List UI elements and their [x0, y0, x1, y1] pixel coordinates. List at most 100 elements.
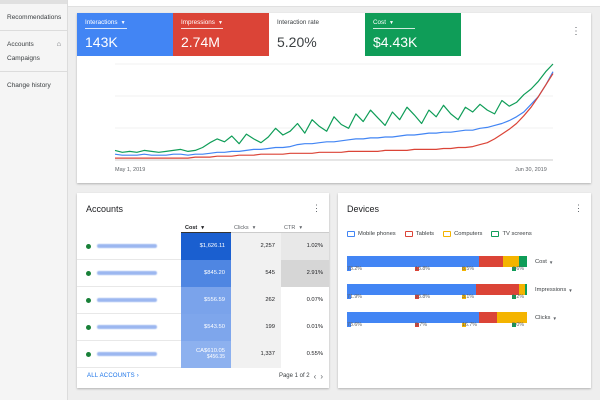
dropdown-caret-icon: ▼ [388, 19, 394, 26]
sidebar-item-label: Accounts [7, 40, 34, 48]
bar-segment [479, 312, 497, 323]
percent-value: 3.1% [462, 294, 475, 300]
sidebar-item-label: Change history [7, 81, 51, 89]
account-name-link[interactable] [97, 352, 157, 356]
sidebar-item-label: Recommendations [7, 13, 62, 21]
table-row: $556.59 262 0.07% [77, 286, 329, 314]
metric-dropdown-label: Impressions [535, 287, 567, 293]
percent-value: 71.9% [347, 294, 363, 300]
legend-label: Mobile phones [358, 231, 396, 237]
pagination: Page 1 of 2 ‹ › [279, 372, 329, 381]
bar-percent-labels: 73.6% 9.7% 16.7% 0.0% [347, 322, 527, 332]
legend-swatch-icon [462, 267, 466, 271]
table-row: $543.50 199 0.01% [77, 313, 329, 341]
accounts-table: Cost ▾ Clicks ▾ CTR ▾ $1,626.11 2,257 1.02% $8… [77, 223, 329, 368]
percent-value: 4.6% [512, 266, 525, 272]
metric-dropdown-label: Clicks [535, 315, 551, 321]
header-label: Cost [185, 224, 198, 231]
bar-segment [347, 256, 479, 267]
sidebar-item-campaigns[interactable]: Campaigns [0, 51, 67, 65]
metric-dropdown[interactable]: Cost ▼ [535, 259, 553, 265]
metric-dropdown-label: Cost [535, 259, 547, 265]
percent-value: 0.0% [512, 322, 525, 328]
cost-value: $543.50 [204, 324, 225, 330]
percent-value: 13.8% [415, 266, 431, 272]
metric-dropdown[interactable]: Impressions ▼ [535, 287, 573, 293]
legend-swatch-icon [347, 267, 351, 271]
header-label: Clicks [234, 224, 249, 231]
cost-cell: $1,626.11 [181, 232, 231, 260]
ctr-cell: 0.55% [281, 340, 329, 368]
sidebar-item-accounts[interactable]: Accounts ⌂ [0, 37, 67, 51]
metric-tile-interaction-rate[interactable]: Interaction rate 5.20% [269, 13, 365, 56]
legend-swatch-icon [512, 295, 516, 299]
dropdown-underline [85, 28, 127, 29]
status-dot-icon [86, 351, 91, 357]
x-axis-start-label: May 1, 2019 [115, 167, 146, 173]
left-sidebar: Recommendations Accounts ⌂ Campaigns Cha… [0, 0, 68, 400]
bar-segment [519, 284, 525, 295]
cost-value: $845.20 [204, 270, 225, 276]
legend-label: Computers [454, 231, 483, 237]
cost-value: $556.59 [204, 297, 225, 303]
sidebar-item-recommendations[interactable]: Recommendations [0, 10, 67, 24]
account-name-link[interactable] [97, 244, 157, 248]
metric-tile-cost[interactable]: Cost ▼ $4.43K [365, 13, 461, 56]
all-accounts-link[interactable]: ALL ACCOUNTS › [77, 373, 139, 379]
more-options-icon[interactable]: ⋮ [312, 203, 321, 213]
legend-swatch-icon [347, 323, 351, 327]
legend-swatch-icon [415, 323, 419, 327]
bar-segment [347, 284, 477, 295]
metric-label: Interaction rate [277, 19, 320, 26]
device-icon [347, 231, 355, 237]
metric-selector[interactable]: Interactions ▼ [85, 19, 165, 26]
percent-value: 73.2% [347, 266, 363, 272]
account-name-cell [77, 324, 181, 330]
bar-segment [476, 284, 520, 295]
account-name-link[interactable] [97, 271, 157, 275]
column-header-cost[interactable]: Cost ▾ [181, 223, 231, 233]
account-name-link[interactable] [97, 298, 157, 302]
metric-label: Interactions [85, 19, 118, 26]
link-label: ALL ACCOUNTS [87, 373, 135, 379]
more-options-icon[interactable]: ⋮ [574, 203, 583, 213]
legend-swatch-icon [512, 323, 516, 327]
metric-selector[interactable]: Impressions ▼ [181, 19, 261, 26]
sort-caret-icon: ▾ [201, 224, 204, 231]
previous-page-button[interactable]: ‹ [313, 371, 317, 381]
legend-swatch-icon [462, 323, 466, 327]
performance-line-chart [114, 63, 554, 161]
metric-tiles: Interactions ▼ 143K Impressions ▼ 2.74M In… [77, 13, 591, 56]
metric-tile-impressions[interactable]: Impressions ▼ 2.74M [173, 13, 269, 56]
column-header-ctr[interactable]: CTR ▾ [281, 223, 329, 233]
metric-tile-interactions[interactable]: Interactions ▼ 143K [77, 13, 173, 56]
percent-value: 1.2% [512, 294, 525, 300]
account-name-cell [77, 297, 181, 303]
metric-label: Impressions [181, 19, 215, 26]
account-name-link[interactable] [97, 325, 157, 329]
chart-series-line-2 [115, 73, 554, 159]
stacked-bar [347, 284, 527, 295]
card-title: Devices [347, 204, 380, 214]
performance-card: Interactions ▼ 143K Impressions ▼ 2.74M In… [77, 13, 591, 183]
column-header-clicks[interactable]: Clicks ▾ [231, 223, 281, 233]
metric-dropdown[interactable]: Clicks ▼ [535, 315, 557, 321]
devices-card: Devices ⋮ Mobile phones Tablets Computers T… [338, 193, 591, 388]
legend-swatch-icon [462, 295, 466, 299]
bar-segment [524, 284, 527, 295]
cost-cell: $556.59 [181, 286, 231, 314]
more-options-icon[interactable]: ⋮ [571, 26, 581, 37]
dropdown-caret-icon: ▼ [552, 315, 557, 321]
dropdown-caret-icon: ▼ [548, 259, 554, 265]
clicks-cell: 2,257 [231, 232, 281, 260]
next-page-button[interactable]: › [320, 371, 323, 381]
sidebar-item-change-history[interactable]: Change history [0, 78, 67, 92]
clicks-cell: 545 [231, 259, 281, 287]
clicks-cell: 262 [231, 286, 281, 314]
ctr-cell: 0.07% [281, 286, 329, 314]
device-icon [404, 231, 413, 237]
device-icon [443, 231, 452, 237]
dropdown-caret-icon: ▼ [217, 19, 223, 26]
cost-secondary-value: $456.35 [206, 354, 225, 360]
metric-selector[interactable]: Cost ▼ [373, 19, 453, 26]
